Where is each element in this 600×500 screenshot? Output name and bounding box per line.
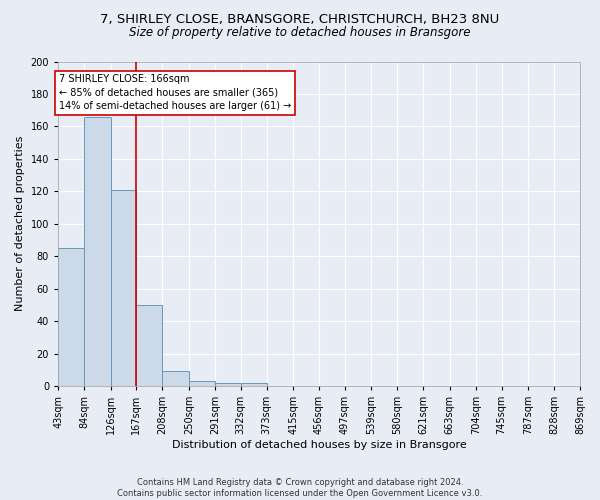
- X-axis label: Distribution of detached houses by size in Bransgore: Distribution of detached houses by size …: [172, 440, 466, 450]
- Bar: [84, 116, 110, 386]
- Text: Size of property relative to detached houses in Bransgore: Size of property relative to detached ho…: [129, 26, 471, 39]
- Bar: [136, 305, 163, 386]
- Bar: [163, 372, 189, 386]
- Bar: [189, 381, 215, 386]
- Text: Contains HM Land Registry data © Crown copyright and database right 2024.
Contai: Contains HM Land Registry data © Crown c…: [118, 478, 482, 498]
- Text: 7, SHIRLEY CLOSE, BRANSGORE, CHRISTCHURCH, BH23 8NU: 7, SHIRLEY CLOSE, BRANSGORE, CHRISTCHURC…: [100, 12, 500, 26]
- Bar: [58, 248, 84, 386]
- Bar: [241, 383, 266, 386]
- Y-axis label: Number of detached properties: Number of detached properties: [15, 136, 25, 312]
- Bar: [215, 383, 241, 386]
- Bar: [110, 190, 136, 386]
- Text: 7 SHIRLEY CLOSE: 166sqm
← 85% of detached houses are smaller (365)
14% of semi-d: 7 SHIRLEY CLOSE: 166sqm ← 85% of detache…: [59, 74, 292, 111]
